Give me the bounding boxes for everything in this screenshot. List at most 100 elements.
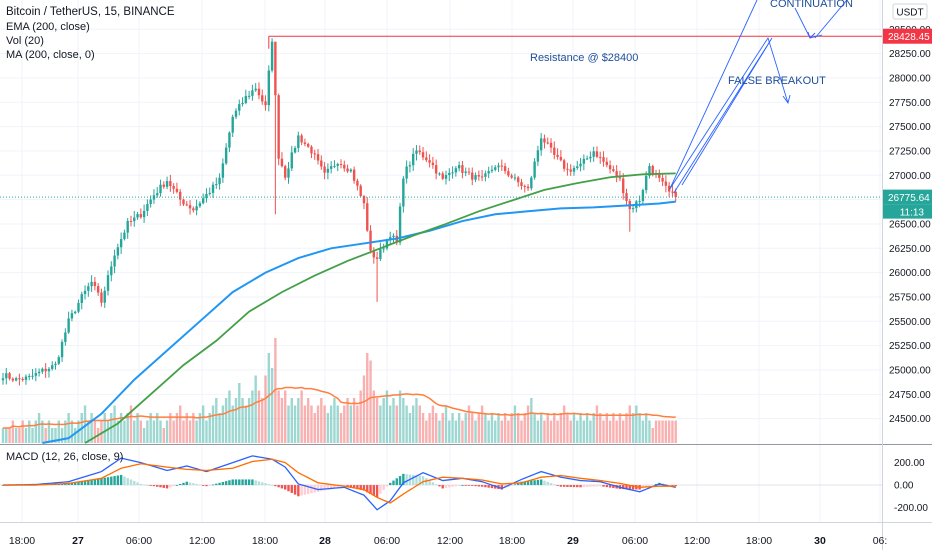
price-axis-label: 27000.00 bbox=[889, 171, 931, 182]
candle-body bbox=[421, 152, 425, 158]
candle-body bbox=[549, 142, 553, 148]
macd-histogram-bar bbox=[362, 485, 366, 491]
macd-histogram-bar bbox=[631, 485, 635, 490]
volume-bar bbox=[474, 420, 477, 443]
macd-histogram-bar bbox=[336, 485, 339, 488]
volume-bar bbox=[113, 405, 116, 443]
candle-body bbox=[133, 217, 136, 222]
volume-bar bbox=[87, 420, 90, 443]
macd-histogram-bar bbox=[651, 485, 654, 486]
volume-bar bbox=[106, 420, 110, 443]
candle-body bbox=[241, 102, 244, 105]
macd-legend[interactable]: MACD (12, 26, close, 9) bbox=[6, 451, 124, 463]
volume-bar bbox=[622, 420, 625, 443]
candle-body bbox=[267, 70, 271, 106]
resistance-price-badge[interactable] bbox=[883, 28, 932, 44]
volume-bar bbox=[14, 428, 18, 443]
macd-histogram-bar bbox=[264, 483, 267, 486]
candle-body bbox=[64, 332, 67, 342]
last-price-badge[interactable] bbox=[883, 189, 932, 205]
volume-bar bbox=[612, 413, 615, 443]
volume-bar bbox=[261, 398, 264, 443]
symbol-title[interactable]: Bitcoin / TetherUS, 15, BINANCE bbox=[6, 6, 175, 18]
false-breakout-arrowhead bbox=[782, 94, 791, 105]
macd-histogram-bar bbox=[457, 485, 461, 486]
macd-histogram-bar bbox=[546, 481, 549, 486]
volume-bar bbox=[139, 420, 143, 443]
candle-body bbox=[566, 168, 569, 170]
volume-bar bbox=[1, 428, 5, 443]
volume-bar bbox=[503, 413, 507, 443]
candle-body bbox=[517, 177, 520, 183]
volume-bar bbox=[421, 413, 425, 443]
candle-body bbox=[451, 172, 454, 174]
candle-body bbox=[198, 203, 202, 207]
candle-body bbox=[142, 210, 146, 218]
volume-bar bbox=[67, 413, 70, 443]
candle-body bbox=[428, 160, 431, 163]
candle-body bbox=[83, 290, 87, 295]
volume-bar bbox=[149, 413, 152, 443]
candle-body bbox=[110, 266, 113, 276]
volume-ma-line bbox=[3, 386, 676, 429]
resistance-annotation[interactable]: Resistance @ $28400 bbox=[530, 52, 639, 64]
countdown-badge[interactable] bbox=[883, 204, 932, 219]
volume-bar bbox=[136, 413, 139, 443]
candle-body bbox=[536, 150, 540, 162]
time-axis-label: 18:00 bbox=[746, 535, 772, 547]
candle-body bbox=[369, 230, 372, 251]
ma-legend[interactable]: MA (200, close, 0) bbox=[6, 49, 95, 61]
volume-bar bbox=[549, 420, 553, 443]
candle-body bbox=[329, 166, 333, 169]
false-breakout-annotation[interactable]: FALSE BREAKOUT bbox=[728, 75, 826, 87]
currency-button[interactable] bbox=[892, 3, 928, 20]
volume-bar bbox=[280, 398, 284, 443]
macd-histogram-bar bbox=[349, 485, 353, 488]
macd-histogram-bar bbox=[106, 477, 110, 486]
volume-bar bbox=[415, 398, 418, 443]
macd-histogram-bar bbox=[510, 485, 513, 486]
candle-body bbox=[366, 203, 369, 231]
candle-body bbox=[503, 166, 507, 172]
volume-bar bbox=[93, 420, 97, 443]
macd-histogram-bar bbox=[123, 476, 126, 486]
volume-bar bbox=[37, 413, 41, 443]
volume-bar bbox=[425, 420, 428, 443]
candle-body bbox=[44, 368, 47, 372]
candle-body bbox=[136, 214, 139, 218]
vol-legend[interactable]: Vol (20) bbox=[6, 35, 44, 47]
price-axis-label: 25750.00 bbox=[889, 292, 931, 303]
pattern-wedge bbox=[673, 37, 773, 194]
macd-histogram-bar bbox=[192, 483, 195, 486]
candle-body bbox=[179, 191, 182, 200]
macd-histogram-bar bbox=[80, 481, 83, 486]
candle-body bbox=[622, 178, 625, 194]
candle-body bbox=[553, 147, 556, 155]
macd-histogram-bar bbox=[267, 484, 271, 486]
macd-histogram-bar bbox=[96, 478, 100, 486]
macd-histogram-bar bbox=[175, 485, 179, 486]
candle-body bbox=[385, 239, 389, 249]
macd-histogram-bar bbox=[208, 485, 211, 486]
volume-bar bbox=[654, 420, 658, 443]
macd-histogram-bar bbox=[356, 485, 359, 490]
macd-histogram-bar bbox=[667, 484, 671, 486]
macd-histogram-bar bbox=[569, 485, 572, 488]
candle-body bbox=[382, 248, 385, 250]
continuation-annotation[interactable]: CONTINUATION bbox=[770, 0, 853, 10]
volume-bar bbox=[228, 390, 231, 443]
candle-body bbox=[162, 184, 165, 187]
candle-body bbox=[510, 175, 513, 178]
volume-bar bbox=[579, 413, 582, 443]
candle-body bbox=[11, 378, 15, 381]
candle-body bbox=[415, 150, 418, 154]
macd-histogram-bar bbox=[290, 485, 293, 493]
price-axis-label: 24500.00 bbox=[889, 414, 931, 425]
candle-body bbox=[303, 142, 307, 144]
ema-legend[interactable]: EMA (200, close) bbox=[6, 21, 90, 33]
volume-bar bbox=[51, 428, 54, 443]
volume-bar bbox=[142, 428, 146, 443]
macd-histogram-bar bbox=[303, 485, 307, 495]
macd-histogram-bar bbox=[274, 485, 277, 487]
